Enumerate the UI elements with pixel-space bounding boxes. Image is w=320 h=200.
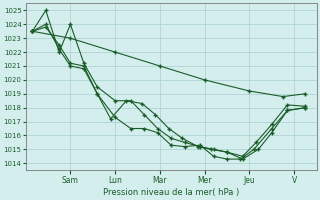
X-axis label: Pression niveau de la mer( hPa ): Pression niveau de la mer( hPa ) — [103, 188, 239, 197]
